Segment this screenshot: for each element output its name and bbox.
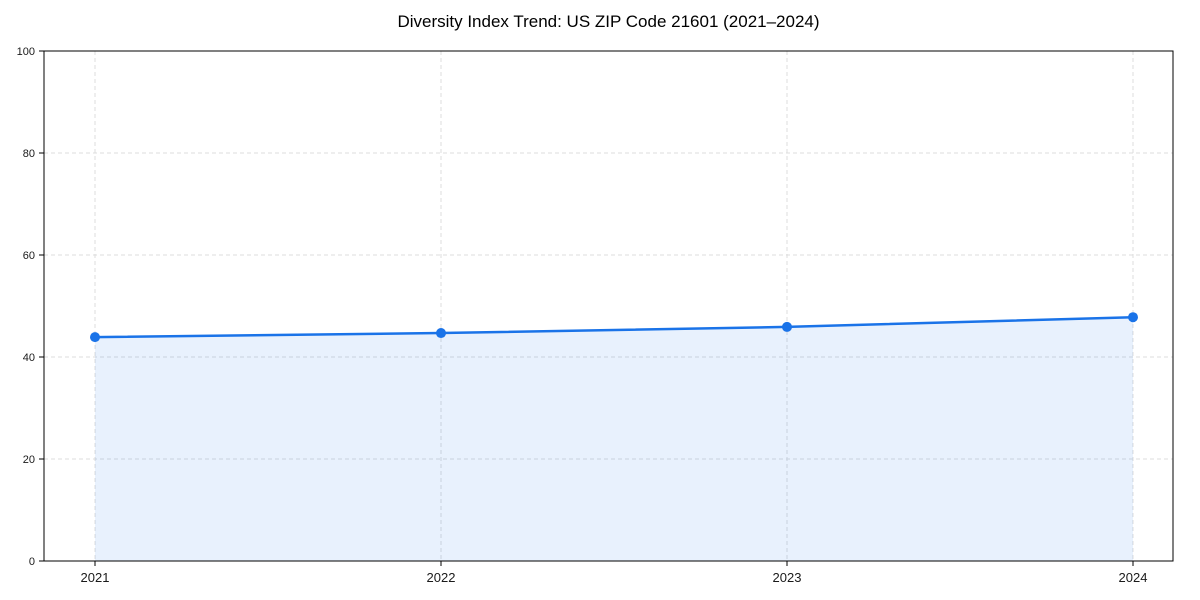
chart-title: Diversity Index Trend: US ZIP Code 21601… [397,12,820,31]
x-tick-label: 2021 [81,570,110,585]
y-tick-label: 40 [23,352,35,364]
y-tick-label: 60 [23,250,35,262]
x-tick-label: 2024 [1119,570,1148,585]
y-tick-label: 80 [23,148,35,160]
data-point-marker [90,332,100,343]
area-fill [95,317,1133,561]
y-tick-label: 100 [17,46,35,58]
y-tick-label: 20 [23,454,35,466]
trend-line [93,315,1135,339]
data-point-marker [1128,312,1138,323]
data-point-marker [436,328,446,339]
y-tick-label: 0 [29,556,35,568]
data-point-marker [782,321,792,332]
x-tick-label: 2022 [427,570,456,585]
plot-border [43,50,1174,562]
x-tick-label: 2023 [773,570,802,585]
